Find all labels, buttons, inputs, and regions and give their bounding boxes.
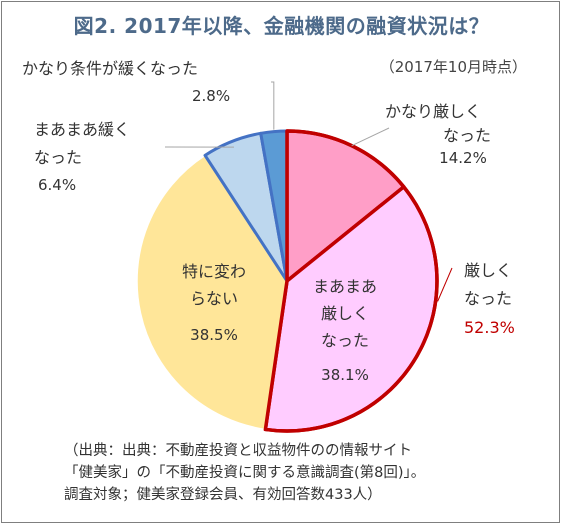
slice-label-line: なった (321, 331, 369, 350)
slice-label-line: なった (34, 148, 82, 167)
source-line: 「健美家」の「不動産投資に関する意識調査(第8回)」。 (64, 465, 426, 481)
leader-line (271, 81, 275, 130)
slice-value-label: 2.8% (192, 87, 230, 105)
slice-label-line: なった (443, 126, 491, 145)
leader-line (437, 267, 453, 302)
slice-label-line: かなり条件が緩くなった (22, 59, 198, 78)
slice-value-label: 38.1% (321, 366, 369, 384)
slice-label-line: 特に変わ (182, 262, 246, 281)
group-label-line: 厳しく (464, 261, 512, 280)
group-outline (263, 129, 439, 433)
leader-line (351, 127, 390, 147)
date-note: （2017年10月時点） (379, 58, 527, 76)
slice-label-line: まあまあ緩く (34, 120, 130, 139)
slice-label-line: 厳しく (321, 304, 369, 323)
chart-title: 図2. 2017年以降、金融機関の融資状況は？ (73, 14, 490, 38)
group-label-line: なった (464, 289, 512, 308)
slice-value-label: 14.2% (439, 149, 487, 167)
source-note: （出典：出典：不動産投資と収益物件のの情報サイト 「健美家」の「不動産投資に関す… (64, 440, 544, 506)
source-line: （出典：出典：不動産投資と収益物件のの情報サイト (64, 443, 412, 459)
slice-value-label: 6.4% (38, 176, 76, 194)
slice-label-line: かなり厳しく (385, 102, 481, 121)
slice-value-label: 38.5% (190, 326, 238, 344)
slice-label-line: まあまあ (313, 277, 377, 296)
slice-label-line: らない (190, 289, 238, 308)
group-value-label: 52.3% (464, 318, 515, 337)
pie-slices (136, 129, 439, 433)
leader-lines (164, 81, 453, 302)
source-line: 調査対象；健美家登録会員、有効回答数433人） (64, 487, 382, 503)
